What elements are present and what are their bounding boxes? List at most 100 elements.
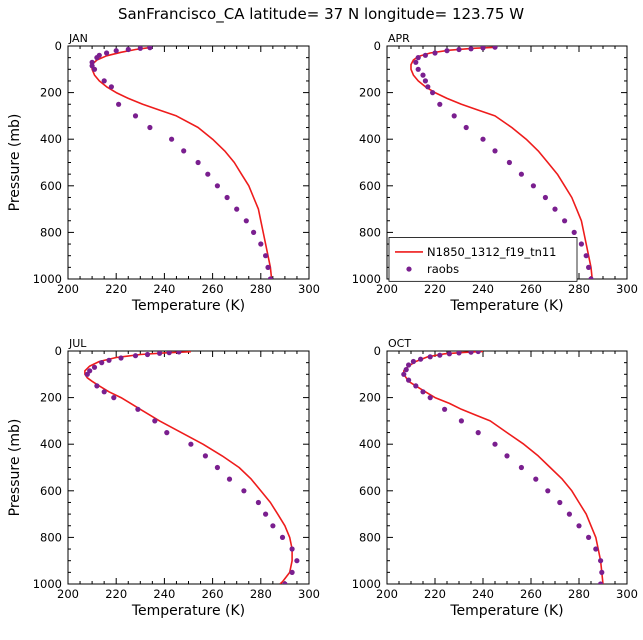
obs-point [475, 430, 481, 436]
obs-point [576, 523, 582, 529]
obs-point [415, 55, 421, 61]
obs-point [427, 395, 433, 401]
obs-point [518, 171, 525, 177]
obs-point [422, 78, 428, 84]
obs-point [588, 276, 594, 279]
plot-frame [67, 350, 310, 585]
obs-point [118, 355, 124, 361]
obs-point [202, 453, 208, 459]
obs-point [530, 183, 537, 189]
obs-point [552, 206, 558, 212]
y-tick-label: 1000 [352, 577, 381, 591]
panel-label: APR [388, 32, 410, 45]
obs-point [406, 377, 412, 383]
obs-point [413, 383, 419, 389]
y-tick-label: 400 [40, 437, 62, 451]
obs-point [458, 418, 464, 424]
obs-point [403, 367, 409, 373]
obs-point [430, 90, 436, 96]
obs-point [94, 383, 100, 389]
y-tick-label: 600 [359, 484, 381, 498]
obs-point [258, 241, 264, 247]
obs-point [401, 371, 407, 377]
plot-frame [386, 350, 628, 585]
obs-point [294, 558, 300, 564]
x-tick-label: 220 [105, 282, 127, 296]
y-tick-label: 1000 [352, 272, 381, 286]
model-line [410, 46, 593, 279]
obs-point [468, 351, 474, 355]
obs-point [94, 55, 100, 61]
obs-point [166, 351, 172, 356]
obs-point [116, 101, 122, 107]
panel-label: JAN [68, 32, 88, 45]
y-tick-label: 200 [359, 391, 381, 405]
obs-point [91, 364, 98, 370]
x-tick-label: 240 [153, 587, 175, 601]
obs-point [164, 430, 170, 436]
obs-point [101, 389, 107, 395]
obs-point [137, 46, 143, 51]
data-layer [410, 46, 594, 279]
y-tick-label: 1000 [33, 272, 62, 286]
obs-point [446, 351, 452, 357]
x-tick-label: 240 [153, 282, 175, 296]
obs-point [106, 357, 112, 363]
obs-point [599, 569, 605, 576]
obs-point [586, 534, 592, 541]
obs-point [270, 523, 276, 529]
obs-point [147, 124, 153, 131]
obs-point [533, 476, 539, 482]
obs-point [91, 66, 98, 72]
obs-point [415, 66, 421, 72]
y-tick-label: 1000 [33, 577, 62, 591]
y-tick-label: 200 [359, 86, 381, 100]
obs-point [263, 511, 269, 517]
x-tick-label: 280 [250, 587, 272, 601]
x-axis-label: Temperature (K) [131, 298, 245, 314]
obs-point [492, 148, 498, 154]
obs-point [463, 124, 469, 131]
y-tick-label: 600 [359, 179, 381, 193]
obs-point [205, 171, 211, 177]
obs-point [437, 101, 443, 107]
obs-point [578, 241, 585, 247]
obs-point [234, 206, 240, 212]
obs-point [571, 229, 577, 235]
obs-point [420, 389, 426, 395]
obs-point [214, 183, 220, 189]
obs-point [135, 406, 141, 412]
x-axis-label: Temperature (K) [449, 603, 563, 619]
obs-point [282, 581, 288, 584]
obs-point [113, 48, 119, 54]
panel-apr: 200 220 240 260 280 300 0 200 400 600 800 1000 APR Te… [352, 32, 638, 314]
y-tick-label: 800 [359, 530, 381, 544]
obs-point [492, 46, 498, 50]
obs-point [413, 59, 419, 65]
y-tick-label: 600 [40, 484, 62, 498]
obs-point [147, 46, 153, 51]
obs-point [108, 84, 114, 90]
obs-point [518, 464, 525, 471]
obs-point [132, 113, 139, 119]
obs-point [598, 581, 604, 584]
data-layer [89, 46, 273, 279]
obs-point [289, 569, 295, 576]
obs-point [406, 362, 412, 368]
obs-point [255, 499, 261, 506]
y-axis-label: Pressure (mb) [7, 419, 23, 517]
y-tick-label: 200 [40, 86, 62, 100]
y-tick-label: 200 [40, 391, 62, 405]
y-tick-label: 800 [359, 225, 381, 239]
x-tick-label: 200 [376, 587, 398, 601]
obs-point [224, 194, 230, 201]
obs-point [492, 441, 498, 447]
panel-oct: 200 220 240 260 280 300 0 200 400 600 800 1000 OCT Te… [352, 337, 638, 619]
data-layer [84, 351, 300, 584]
obs-point [125, 46, 131, 53]
panel-label: JUL [68, 337, 87, 350]
obs-point [279, 534, 286, 541]
model-line [91, 46, 273, 279]
panel-jul: 200 220 240 260 280 300 0 200 400 600 800 1000 JUL Te… [7, 337, 320, 619]
